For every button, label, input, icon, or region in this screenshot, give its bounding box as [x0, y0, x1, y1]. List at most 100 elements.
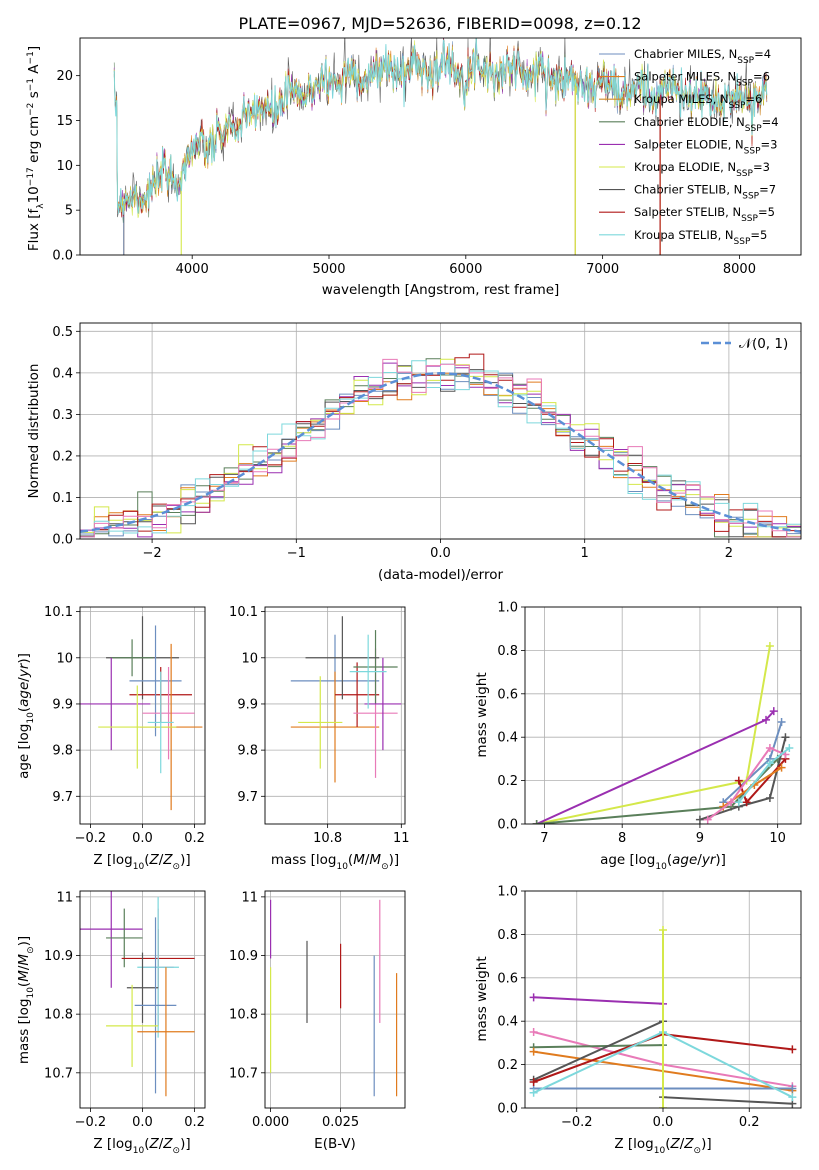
plus-marker [785, 744, 794, 753]
plus-marker [765, 642, 774, 651]
legend-label: Salpeter MILES, NSSP=6 [634, 70, 770, 89]
spectrum-line [113, 38, 768, 215]
y-tick-label: 9.7 [52, 790, 73, 805]
mass-weight-line [533, 996, 664, 1005]
legend: Chabrier MILES, NSSP=4 Salpeter MILES, NS… [599, 47, 779, 247]
plus-marker [529, 1047, 538, 1056]
y-tick-label: 10.1 [44, 605, 73, 620]
y-axis-label: mass [log10(M/M⊙)] [16, 936, 36, 1064]
y-tick-label: 0.5 [52, 325, 73, 340]
y-tick-label: 10.8 [44, 1008, 73, 1023]
y-tick-label: 0.3 [52, 408, 73, 423]
plus-marker [765, 793, 774, 802]
gaussian-curve [80, 372, 801, 533]
x-axis-label: Z [log10(Z/Z⊙)] [93, 1136, 190, 1156]
axes-frame [524, 890, 802, 1109]
plus-marker [781, 733, 790, 742]
histogram-step [80, 358, 801, 538]
age_vs_mass-plot-area [290, 616, 402, 783]
axes-frame [79, 322, 802, 540]
y-tick-label: 9.9 [237, 697, 258, 712]
plus-marker [529, 993, 538, 1002]
y-tick-label: 20 [56, 69, 73, 84]
residuals-plot-area [80, 353, 801, 538]
plus-marker [695, 815, 704, 824]
x-tick-label: 0.2 [184, 1115, 205, 1130]
y-tick-label: 1.0 [497, 601, 518, 616]
y-axis-label: Flux [fλ10−17 erg cm−2 s−1 A−1] [26, 46, 46, 251]
plus-marker [777, 763, 786, 772]
x-tick-label: 1 [581, 546, 589, 561]
x-tick-label: 0.000 [252, 1115, 289, 1130]
y-tick-label: 0.6 [497, 687, 518, 702]
y-tick-label: 0.0 [497, 1102, 518, 1117]
x-tick-label: −2 [143, 546, 162, 561]
plus-marker [742, 798, 751, 807]
plus-marker [529, 1028, 538, 1037]
y-tick-label: 0.6 [497, 971, 518, 986]
x-tick-label: 0.0 [132, 831, 153, 846]
legend-label: Salpeter ELODIE, NSSP=3 [634, 137, 777, 156]
x-axis-label: E(B-V) [314, 1136, 356, 1152]
x-tick-label: 0.0 [430, 546, 451, 561]
mass_vs_ebv-plot-area [270, 899, 398, 1097]
plus-marker [769, 707, 778, 716]
x-tick-label: 5000 [312, 262, 345, 277]
residuals-panel: −2 −1 0.0 1 2 0.0 0.1 0.2 0.3 0.4 0.5 [52, 322, 802, 561]
plus-marker [734, 798, 743, 807]
plus-marker [788, 1084, 797, 1093]
x-tick-label: 0.2 [184, 831, 205, 846]
x-tick-label: 6000 [449, 262, 482, 277]
mass_vs_Z-plot-area [80, 891, 195, 1097]
x-tick-label: −0.2 [75, 1115, 107, 1130]
y-tick-label: 9.9 [52, 697, 73, 712]
y-tick-label: 10.9 [229, 949, 258, 964]
x-tick-label: 4000 [176, 262, 209, 277]
y-tick-label: 0.1 [52, 491, 73, 506]
y-tick-label: 0.0 [497, 818, 518, 833]
massweight_vs_Z-plot-area [529, 926, 797, 1108]
plus-marker [765, 744, 774, 753]
y-tick-label: 0.0 [52, 533, 73, 548]
plus-marker [703, 815, 712, 824]
plus-marker [659, 926, 667, 935]
legend-label: Salpeter STELIB, NSSP=5 [634, 205, 775, 224]
x-tick-label: 0.0 [653, 1115, 674, 1130]
axes-frame [79, 37, 802, 256]
y-tick-label: 0.0 [52, 249, 73, 264]
y-tick-label: 9.8 [52, 744, 73, 759]
x-axis-label: Z [log10(Z/Z⊙)] [93, 852, 190, 872]
massweight_vs_age-plot-area [532, 642, 794, 824]
y-axis-label: mass weight [474, 956, 490, 1041]
plus-marker [727, 798, 736, 807]
legend-label: Kroupa ELODIE, NSSP=3 [634, 160, 770, 179]
y-tick-label: 10 [56, 159, 73, 174]
y-tick-label: 5 [65, 204, 73, 219]
y-tick-label: 11 [56, 890, 73, 905]
axes-frame [264, 890, 406, 1109]
y-tick-label: 10.7 [229, 1066, 258, 1081]
x-axis-label: (data-model)/error [378, 567, 504, 583]
plus-marker [734, 776, 743, 785]
x-tick-label: −1 [287, 546, 306, 561]
chart-title: PLATE=0967, MJD=52636, FIBERID=0098, z=0… [238, 14, 641, 33]
plus-marker [529, 1088, 538, 1097]
y-tick-label: 9.7 [237, 790, 258, 805]
x-tick-label: 2 [725, 546, 733, 561]
x-axis-label: age [log10(age/yr)] [600, 852, 726, 872]
y-tick-label: 10.7 [44, 1066, 73, 1081]
plus-marker [659, 1104, 667, 1108]
age_vs_Z-panel: −0.2 0.0 0.2 9.7 9.8 9.9 10 10.1 [44, 605, 206, 846]
plus-marker [788, 1045, 797, 1054]
plus-marker [788, 1093, 797, 1102]
x-axis-label: wavelength [Angstrom, rest frame] [322, 282, 560, 298]
y-tick-label: 0.2 [497, 774, 518, 789]
y-tick-label: 10 [56, 651, 73, 666]
spectrum-panel: 4000 5000 6000 7000 8000 0.0 5 10 15 20 [52, 37, 802, 277]
x-tick-label: −0.2 [561, 1115, 593, 1130]
legend-label: Kroupa STELIB, NSSP=5 [634, 228, 767, 247]
axes-frame [264, 606, 406, 825]
plus-marker [762, 715, 771, 724]
y-tick-label: 0.2 [52, 449, 73, 464]
legend-label: Chabrier STELIB, NSSP=7 [634, 183, 776, 202]
